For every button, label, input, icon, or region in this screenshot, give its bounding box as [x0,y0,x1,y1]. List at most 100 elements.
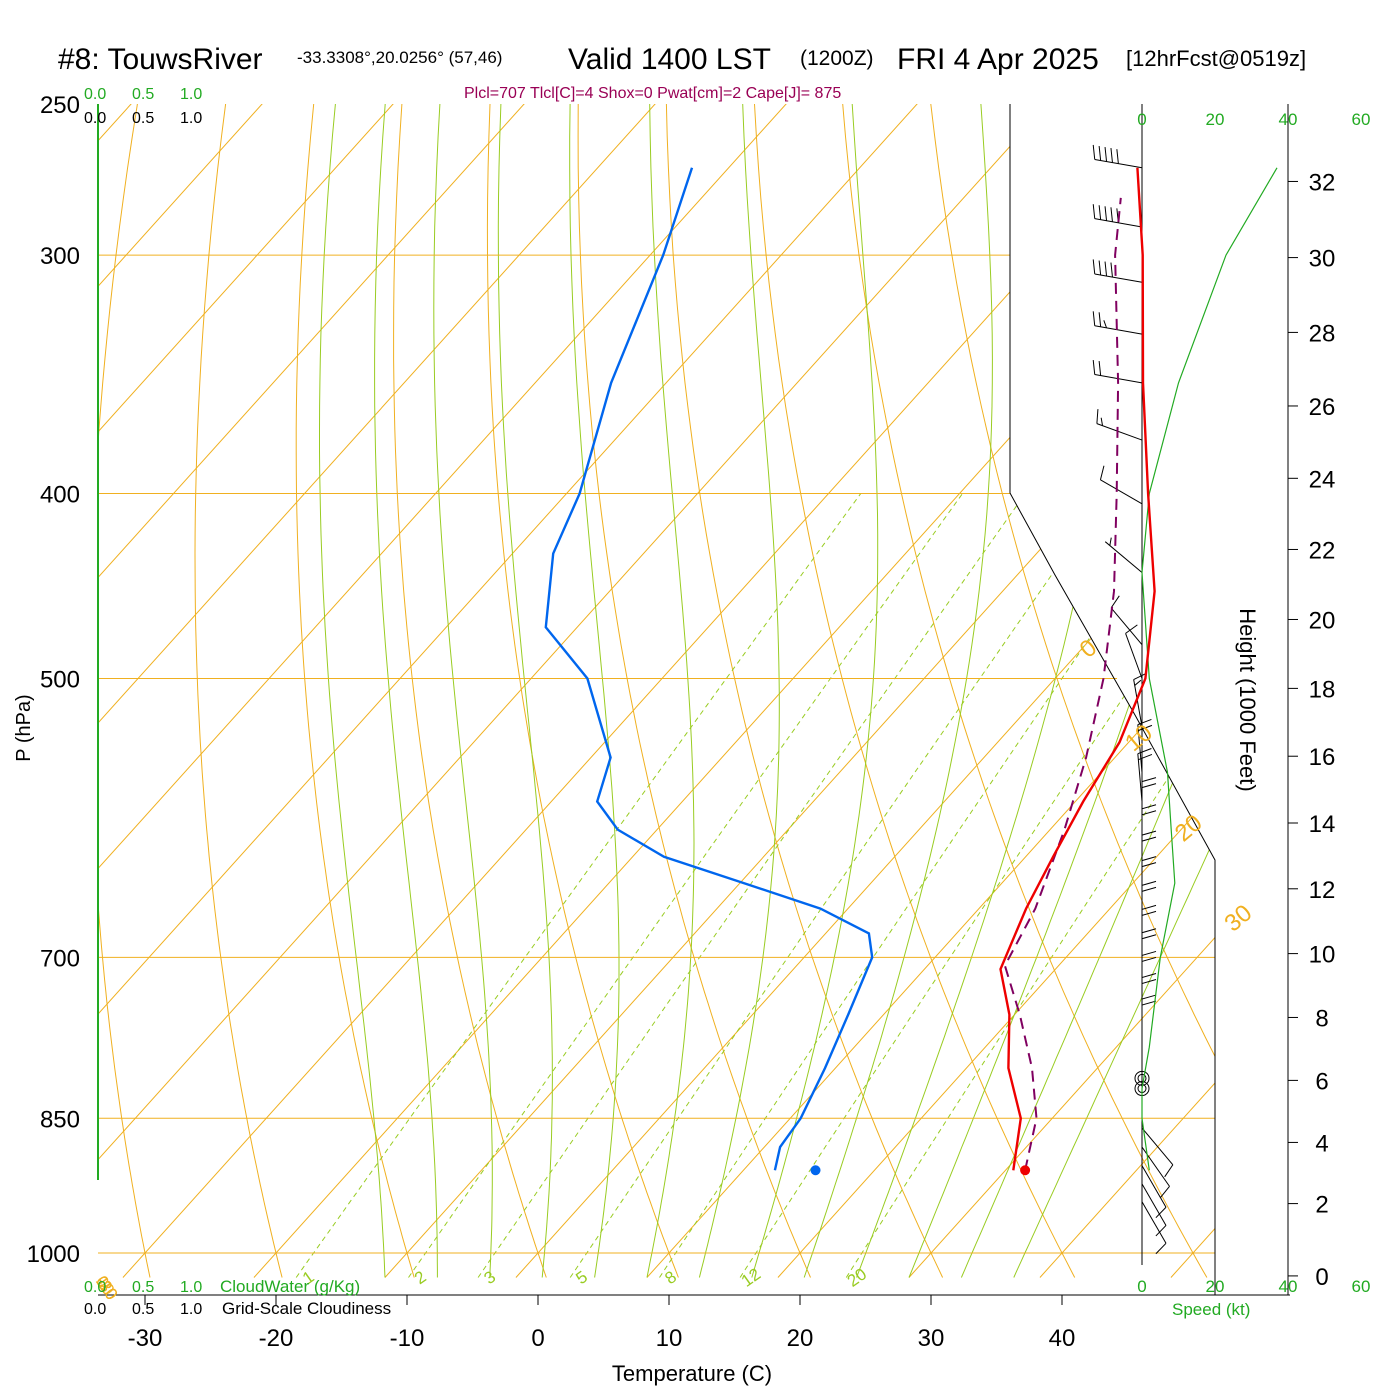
isotherm-label: 0 [1075,634,1103,663]
isotherm-line [384,104,1215,1278]
parcel-trace [1003,197,1122,1171]
isotherm-line [0,70,31,1277]
pressure-axis-ticks: 1000 850 700 500 400 300 250 [27,92,80,1268]
cloud-scale-bottom-green: 0.5 [132,1279,154,1296]
mixing-ratio-label: 2 [411,1267,430,1288]
barb-feather [1141,950,1157,956]
surface-dewpoint-marker [810,1165,821,1176]
temperature-tick-label: 20 [787,1325,814,1352]
mixing-ratio-label: 20 [844,1264,870,1290]
barb-staff [1141,1183,1167,1226]
barb-staff [1141,1165,1167,1208]
barb-feather [1098,205,1102,220]
barb-feather [1141,934,1157,940]
isotherm-label: 30 [1220,899,1258,937]
barb-feather [1141,856,1157,862]
wind-barb [1104,537,1143,573]
wind-barb [1133,672,1147,727]
barb-feather [1138,754,1153,761]
wind-speed-line [1141,167,1278,1171]
wind-barb [1099,465,1143,505]
barb-feather [1092,360,1096,375]
isotherm-line [253,104,1215,1278]
dewpoint-trace [544,167,874,1171]
barb-feather [1116,149,1119,164]
barb-feather [1155,1242,1167,1255]
mixing-ratio-line [477,493,1026,1278]
cloudwater-label: CloudWater (g/Kg) [220,1277,360,1296]
pressure-tick-label: 400 [40,482,80,509]
dry-adiabat-line [486,104,679,1278]
cloud-scale-bottom-green: 0.0 [84,1279,106,1296]
barb-feather [1141,862,1157,868]
speed-tick-top: 60 [1352,110,1371,129]
barb-feather [1141,810,1157,816]
barb-staff [1125,633,1143,679]
barb-feather [1141,904,1157,910]
isotherm-line [122,104,1210,1278]
barb-feather [1103,320,1108,329]
moist-adiabat-line [856,104,1128,1278]
temperature-axis-ticks: -30 -20 -10 0 10 20 30 40 [128,1295,1076,1352]
barb-feather [1159,1186,1170,1198]
isotherm-line [777,104,1215,1278]
wind-barb [1137,718,1153,773]
isotherm-line [98,104,1079,1278]
wind-barb [1141,1165,1167,1219]
barb-staff [1096,423,1143,441]
dry-adiabat-line [665,104,944,1278]
moist-adiabat-lines [319,104,1215,1278]
cloud-scale-top-green: 0.5 [132,86,154,103]
speed-tick-bottom: 60 [1352,1277,1371,1296]
isotherm-lines [0,70,1215,1278]
mixing-ratio-line [295,493,862,1278]
barb-feather [1098,260,1102,276]
barb-feather [1141,830,1157,836]
station-coords: -33.3308°,20.0256° (57,46) [297,48,502,67]
wind-barb [1141,1127,1174,1178]
temperature-tick-label: 0 [531,1325,544,1352]
barb-feather [1141,973,1157,979]
x-axis-title: Temperature (C) [612,1361,772,1386]
height-tick-label: 10 [1309,942,1336,969]
pressure-tick-label: 250 [40,92,80,119]
moist-adiabat-line [374,104,438,1278]
moist-adiabat-line [497,104,553,1278]
barb-staff [1094,325,1143,335]
mixing-ratio-line [659,493,1189,1278]
barb-staff [1110,607,1143,645]
moist-adiabat-line [319,104,386,1278]
barb-feather [1092,259,1096,275]
barb-feather [1098,361,1102,376]
speed-tick-bottom: 40 [1279,1277,1298,1296]
wind-barb [1092,204,1143,228]
height-tick-label: 26 [1309,394,1336,421]
dry-adiabat-line [577,104,811,1278]
barb-feather [1134,679,1142,686]
height-tick-label: 16 [1309,744,1336,771]
dry-adiabat-line [295,104,415,1278]
dry-adiabat-line [194,104,283,1278]
temperature-tick-label: -10 [390,1325,425,1352]
barb-feather [1155,1225,1167,1237]
barb-feather [1110,148,1113,163]
isotherm-line [98,104,293,1278]
moist-adiabat-line [960,104,1215,1278]
cloud-scale-bottom-black: 1.0 [180,1301,202,1318]
cloud-scale-bottom-black: 0.0 [84,1301,106,1318]
pressure-tick-label: 500 [40,667,80,694]
cloudiness-label: Grid-Scale Cloudiness [222,1299,391,1318]
moist-adiabat-line [1013,104,1215,1278]
mixing-ratio-lines [295,493,1215,1278]
temperature-trace [999,167,1156,1171]
mixing-ratio-label: 5 [572,1267,591,1288]
wind-barb [1141,777,1157,830]
barb-feather [1104,261,1108,277]
moist-adiabat-line [569,104,620,1278]
cloud-scale-top-green: 0.0 [84,86,106,103]
height-tick-label: 28 [1309,320,1336,347]
temperature-tick-label: -30 [128,1325,163,1352]
barb-staff [1137,753,1143,802]
cloud-scale-top-green: 1.0 [180,86,202,103]
temperature-tick-label: 40 [1049,1325,1076,1352]
